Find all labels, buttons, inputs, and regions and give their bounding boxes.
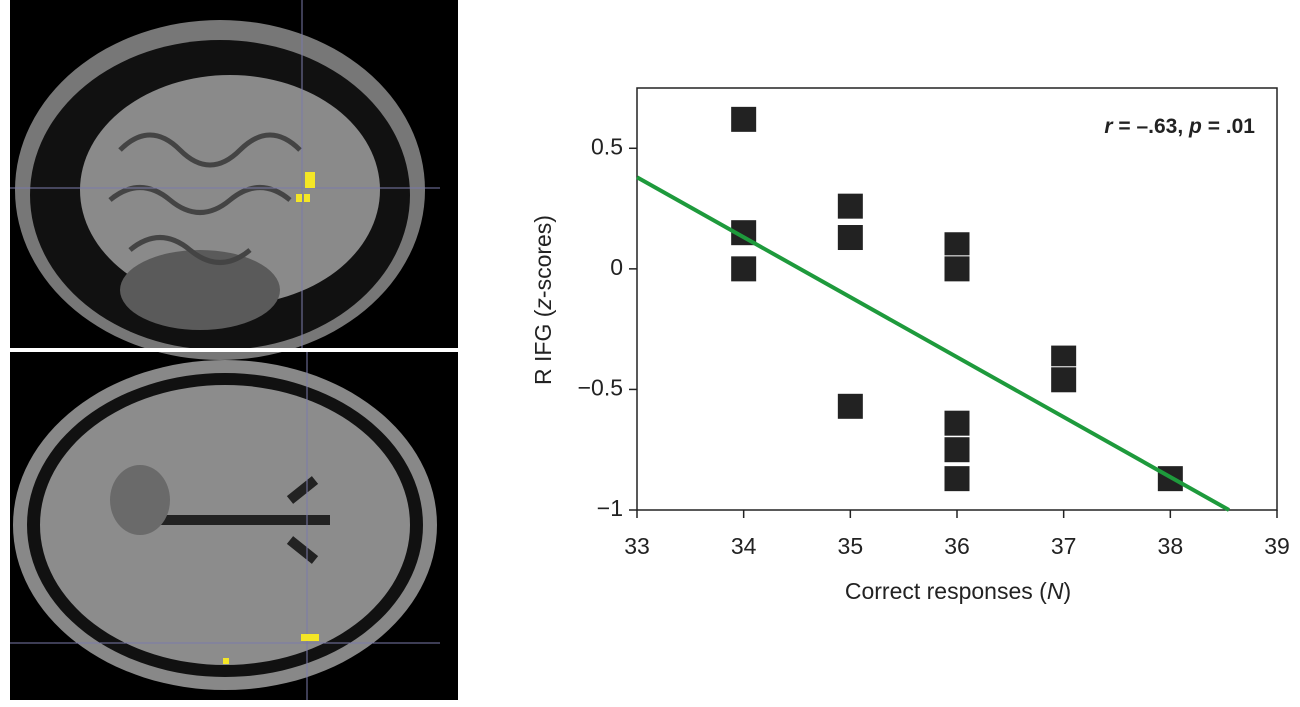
point — [730, 255, 758, 283]
brain-images — [10, 0, 458, 700]
x-tick-label: 34 — [731, 533, 757, 559]
point — [836, 224, 864, 252]
annotation-part: r — [1104, 115, 1114, 138]
x-tick-label: 38 — [1158, 533, 1184, 559]
y-tick-label: 0 — [610, 254, 623, 280]
label-part: z — [530, 298, 556, 311]
annotation: r = –.63, p = .01 — [1104, 115, 1255, 138]
point — [943, 255, 971, 283]
label-part: Correct responses ( — [845, 578, 1047, 604]
x-axis-label: Correct responses (N) — [845, 578, 1071, 604]
label-part: R IFG ( — [530, 309, 556, 385]
x-tick-label: 39 — [1264, 533, 1290, 559]
x-tick-label: 36 — [944, 533, 970, 559]
annotation-part: = .01 — [1202, 115, 1255, 138]
trend-line — [636, 175, 1230, 512]
annotation-part: = –.63, — [1113, 115, 1189, 138]
x-tick-label: 35 — [838, 533, 864, 559]
label-part: ) — [1063, 578, 1071, 604]
y-tick-label: −0.5 — [578, 375, 623, 401]
point — [943, 231, 971, 259]
label-part: -scores) — [530, 215, 556, 298]
x-tick-label: 33 — [624, 533, 650, 559]
y-axis-label: R IFG (z-scores) — [530, 215, 556, 385]
annotation-part: p — [1188, 115, 1202, 138]
point — [943, 409, 971, 437]
point — [943, 465, 971, 493]
point — [836, 392, 864, 420]
point — [1050, 366, 1078, 394]
point — [730, 105, 758, 133]
label-part: N — [1047, 578, 1064, 604]
point — [943, 436, 971, 464]
point — [836, 192, 864, 220]
y-tick-label: −1 — [597, 495, 623, 521]
x-tick-label: 37 — [1051, 533, 1077, 559]
y-tick-label: 0.5 — [591, 133, 623, 159]
